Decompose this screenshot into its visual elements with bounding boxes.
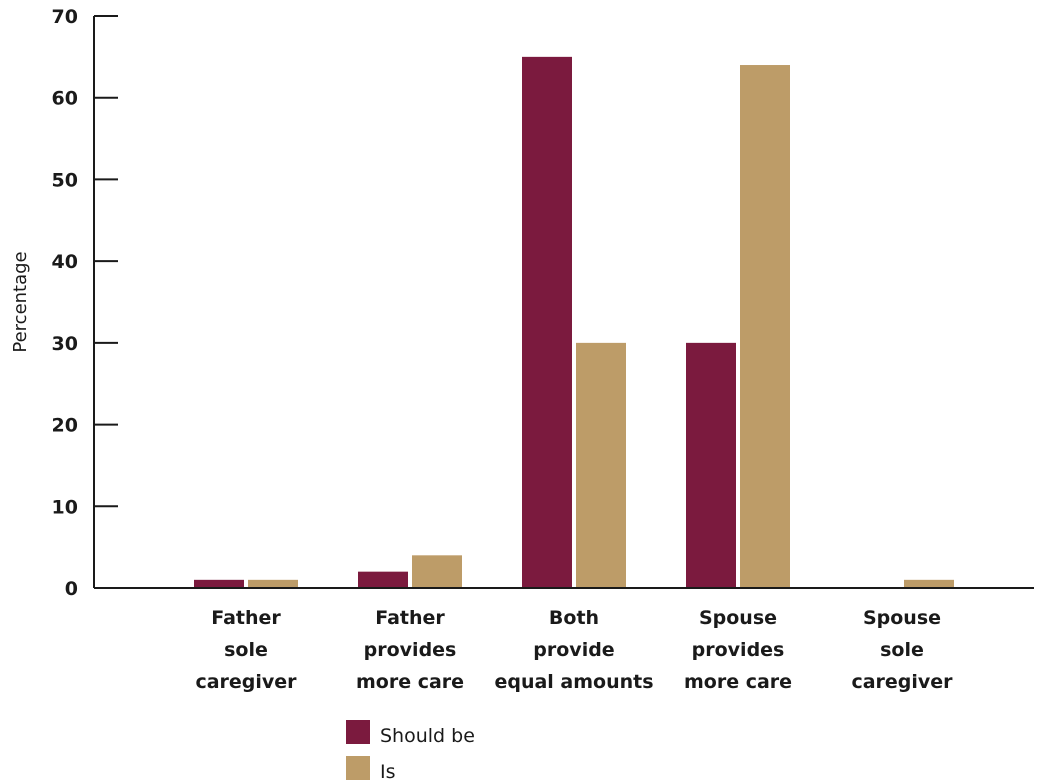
x-category-label-line: sole <box>880 639 924 661</box>
legend: Should be Is <box>346 720 475 780</box>
x-category-label-line: more care <box>356 671 464 693</box>
x-category-label-line: Father <box>211 607 281 629</box>
bar-is <box>740 65 790 589</box>
y-tick-label: 40 <box>52 251 78 273</box>
x-category-label-line: Both <box>549 607 599 629</box>
y-tick-label: 50 <box>52 169 78 191</box>
legend-swatch <box>346 720 370 744</box>
bar-is <box>248 579 298 588</box>
x-category-label-line: Spouse <box>699 607 777 629</box>
bar-should-be <box>194 579 244 588</box>
x-category-label-line: Father <box>375 607 445 629</box>
bar-is <box>904 579 954 588</box>
x-category-label-line: caregiver <box>195 671 297 693</box>
legend-label: Is <box>380 761 396 780</box>
y-axis: 0 10 20 30 40 50 60 70 <box>52 6 118 600</box>
bars <box>194 56 954 589</box>
bar-is <box>412 555 462 588</box>
x-category-label-line: provides <box>364 639 457 661</box>
bar-should-be <box>358 571 408 588</box>
x-category-label: Father sole caregiver <box>195 607 297 693</box>
x-category-label: Father provides more care <box>356 607 464 693</box>
x-category-label: Spouse provides more care <box>684 607 792 693</box>
x-category-label-line: more care <box>684 671 792 693</box>
x-category-label-line: Spouse <box>863 607 941 629</box>
x-category-label-line: provide <box>533 639 614 661</box>
y-tick-label: 30 <box>52 333 78 355</box>
x-axis: Father sole caregiver Father provides more ca… <box>94 587 1034 693</box>
bar-should-be <box>686 342 736 588</box>
x-category-label: Both provide equal amounts <box>494 607 653 693</box>
y-tick-label: 10 <box>52 496 78 518</box>
bar-should-be <box>522 56 572 589</box>
x-category-label-line: caregiver <box>851 671 953 693</box>
legend-swatch <box>346 756 370 780</box>
bar-is <box>576 342 626 588</box>
y-axis-title: Percentage <box>10 251 31 352</box>
legend-label: Should be <box>380 725 475 747</box>
y-tick-label: 20 <box>52 415 78 437</box>
x-category-label: Spouse sole caregiver <box>851 607 953 693</box>
y-tick-label: 60 <box>52 88 78 110</box>
x-category-label-line: equal amounts <box>494 671 653 693</box>
x-category-label-line: provides <box>692 639 785 661</box>
x-category-label-line: sole <box>224 639 268 661</box>
y-tick-label: 0 <box>65 578 78 600</box>
y-tick-label: 70 <box>52 6 78 28</box>
